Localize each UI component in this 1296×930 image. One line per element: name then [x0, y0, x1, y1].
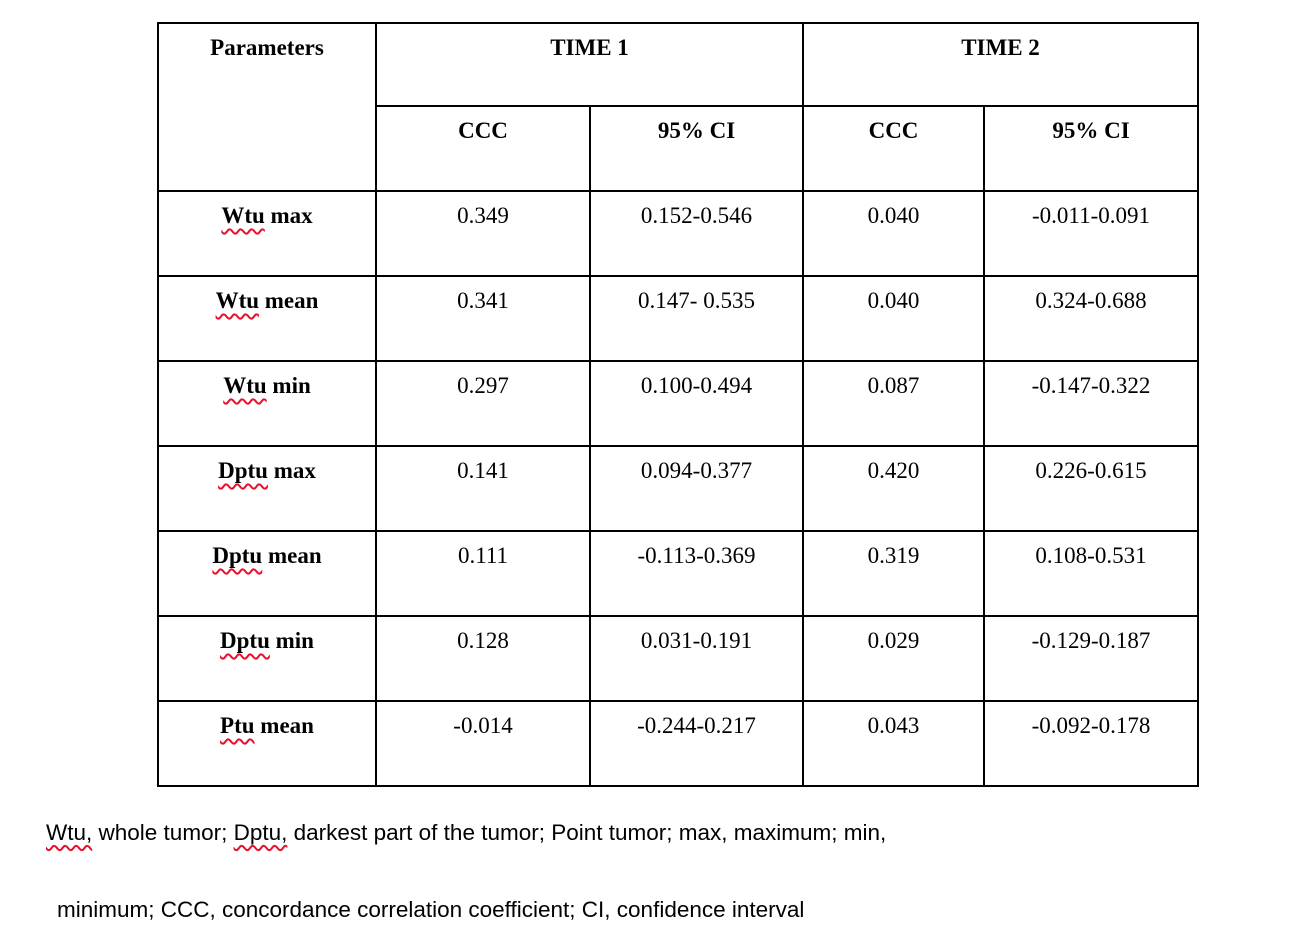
time1-ccc-value: 0.341	[375, 275, 591, 362]
table-row: Dptu mean 0.111 -0.113-0.369 0.319 0.108…	[157, 530, 1199, 617]
time1-ci-value: -0.113-0.369	[589, 530, 804, 617]
misspelled-word: Wtu,	[46, 819, 93, 845]
header-time1: TIME 1	[375, 22, 804, 107]
table-row: Dptu max 0.141 0.094-0.377 0.420 0.226-0…	[157, 445, 1199, 532]
row-label-suffix: mean	[259, 288, 319, 313]
header-time2: TIME 2	[802, 22, 1199, 107]
table-row: Ptu mean -0.014 -0.244-0.217 0.043 -0.09…	[157, 700, 1199, 787]
time2-ccc-value: 0.040	[802, 275, 985, 362]
time1-ci-value: 0.147- 0.535	[589, 275, 804, 362]
misspelled-word: Dptu	[220, 628, 270, 653]
row-label: Wtu min	[157, 360, 377, 447]
time2-ccc-value: 0.029	[802, 615, 985, 702]
time2-ci-value: 0.108-0.531	[983, 530, 1199, 617]
row-label-suffix: max	[267, 458, 316, 483]
time1-ci-value: 0.152-0.546	[589, 190, 804, 277]
time2-ci-value: 0.324-0.688	[983, 275, 1199, 362]
time2-ci-value: -0.129-0.187	[983, 615, 1199, 702]
table-row: Wtu mean 0.341 0.147- 0.535 0.040 0.324-…	[157, 275, 1199, 362]
row-label-suffix: max	[264, 203, 313, 228]
row-label: Dptu min	[157, 615, 377, 702]
time2-ci-value: -0.011-0.091	[983, 190, 1199, 277]
row-label: Ptu mean	[157, 700, 377, 787]
header-time2-ccc: CCC	[802, 105, 985, 192]
time2-ccc-value: 0.420	[802, 445, 985, 532]
time1-ccc-value: 0.111	[375, 530, 591, 617]
row-label: Dptu mean	[157, 530, 377, 617]
row-label-suffix: mean	[254, 713, 314, 738]
table-header-row-groups: Parameters TIME 1 TIME 2	[157, 22, 1199, 192]
table-header-row-metrics: CCC 95% CI CCC 95% CI	[158, 105, 1199, 192]
time1-ci-value: -0.244-0.217	[589, 700, 804, 787]
row-label: Dptu max	[157, 445, 377, 532]
footnote-line-2: minimum; CCC, concordance correlation co…	[57, 896, 805, 922]
time2-ccc-value: 0.043	[802, 700, 985, 787]
time1-ccc-value: 0.128	[375, 615, 591, 702]
header-time1-ccc: CCC	[375, 105, 591, 192]
table-row: Wtu max 0.349 0.152-0.546 0.040 -0.011-0…	[157, 190, 1199, 277]
time2-ccc-value: 0.040	[802, 190, 985, 277]
results-table: Parameters TIME 1 TIME 2 CCC 95% CI CCC …	[157, 22, 1199, 787]
time2-ci-value: 0.226-0.615	[983, 445, 1199, 532]
time1-ci-value: 0.094-0.377	[589, 445, 804, 532]
time2-ci-value: -0.147-0.322	[983, 360, 1199, 447]
time1-ci-value: 0.100-0.494	[589, 360, 804, 447]
time1-ccc-value: 0.349	[375, 190, 591, 277]
row-label-suffix: mean	[262, 543, 322, 568]
row-label-suffix: min	[269, 628, 314, 653]
misspelled-word: Wtu	[221, 203, 265, 228]
misspelled-word: Dptu	[218, 458, 268, 483]
header-time1-ci: 95% CI	[589, 105, 804, 192]
time1-ccc-value: -0.014	[375, 700, 591, 787]
footnote-line-1: Wtu, whole tumor; Dptu, darkest part of …	[46, 820, 886, 846]
time2-ccc-value: 0.319	[802, 530, 985, 617]
misspelled-word: Wtu	[215, 288, 260, 313]
time2-ccc-value: 0.087	[802, 360, 985, 447]
header-parameters: Parameters	[157, 22, 377, 192]
misspelled-word: Ptu	[220, 713, 255, 738]
time2-ci-value: -0.092-0.178	[983, 700, 1199, 787]
row-label: Wtu mean	[157, 275, 377, 362]
row-label-suffix: min	[266, 373, 311, 398]
time1-ccc-value: 0.297	[375, 360, 591, 447]
footnote-text: darkest part of the tumor; Point tumor; …	[287, 819, 887, 845]
misspelled-word: Dptu,	[233, 819, 288, 845]
table-row: Wtu min 0.297 0.100-0.494 0.087 -0.147-0…	[157, 360, 1199, 447]
misspelled-word: Dptu	[212, 543, 263, 568]
time1-ci-value: 0.031-0.191	[589, 615, 804, 702]
misspelled-word: Wtu	[223, 373, 267, 398]
row-label: Wtu max	[157, 190, 377, 277]
table-row: Dptu min 0.128 0.031-0.191 0.029 -0.129-…	[157, 615, 1199, 702]
footnote-text: whole tumor;	[92, 819, 234, 845]
header-time2-ci: 95% CI	[983, 105, 1199, 192]
time1-ccc-value: 0.141	[375, 445, 591, 532]
